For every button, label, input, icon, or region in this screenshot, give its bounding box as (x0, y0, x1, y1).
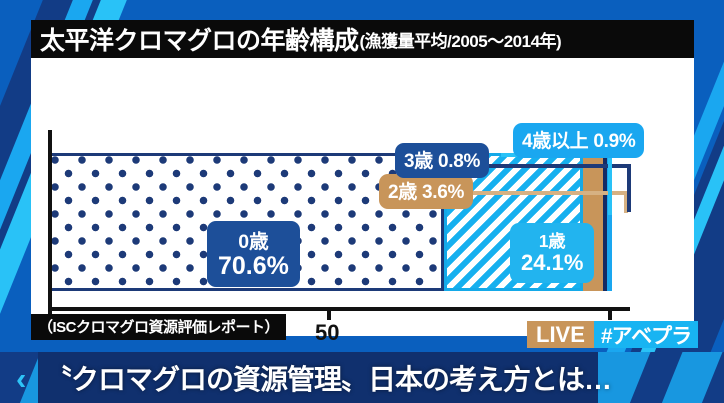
live-badge: LIVE #アベプラ (527, 321, 699, 348)
value-label-age0: 0歳 70.6% (207, 221, 300, 287)
value-label-age1: 1歳 24.1% (510, 223, 595, 283)
axis-horizontal (48, 307, 630, 311)
bottom-ticker-bar: ‹ 〝クロマグロの資源管理〟日本の考え方とは… (0, 352, 724, 403)
page-subtitle: (漁獲量平均/2005〜2014年) (359, 31, 562, 51)
leader-line-age4-vertical (608, 153, 612, 215)
callout-age3: 3歳 0.8% (395, 143, 490, 178)
axis-vertical (48, 130, 52, 311)
chart-card: 太平洋クロマグロの年齢構成 (漁獲量平均/2005〜2014年) 0歳 70.6… (31, 20, 694, 345)
bar-segment-age3 (602, 153, 608, 291)
value-label-age1-value: 24.1% (521, 249, 584, 275)
page-title: 太平洋クロマグロの年齢構成 (40, 27, 359, 55)
axis-tick-50 (327, 311, 331, 320)
bar-segment-age4 (607, 153, 613, 291)
value-label-age0-value: 70.6% (218, 252, 289, 280)
hashtag-label: #アベプラ (593, 321, 699, 348)
callout-age4: 4歳以上 0.9% (513, 123, 645, 158)
value-label-age1-name: 1歳 (538, 231, 566, 251)
ticker-headline: 〝クロマグロの資源管理〟日本の考え方とは… (44, 364, 612, 395)
axis-tick-label-50: 50 (315, 320, 340, 345)
leader-line-age2-horizontal (461, 191, 628, 195)
leader-line-age2-vertical (624, 191, 628, 213)
ticker-text-backdrop (38, 352, 598, 403)
source-note: （ISCクロマグロ資源評価レポート） (31, 314, 287, 340)
callout-age2: 2歳 3.6% (379, 174, 474, 209)
leader-line-age3-vertical (627, 164, 631, 212)
leader-line-age3-horizontal (475, 164, 631, 168)
live-label: LIVE (527, 321, 594, 348)
ticker-band (657, 352, 724, 403)
axis-tick-100 (608, 311, 612, 320)
value-label-age0-name: 0歳 (238, 231, 269, 253)
chart-title-bar: 太平洋クロマグロの年齢構成 (漁獲量平均/2005〜2014年) (31, 20, 694, 58)
chevron-left-icon[interactable]: ‹ (16, 361, 27, 396)
chart-plot-area: 0歳 70.6% 1歳 24.1% 2歳 3.6% 3歳 0.8% 4歳以上 0… (31, 58, 694, 345)
